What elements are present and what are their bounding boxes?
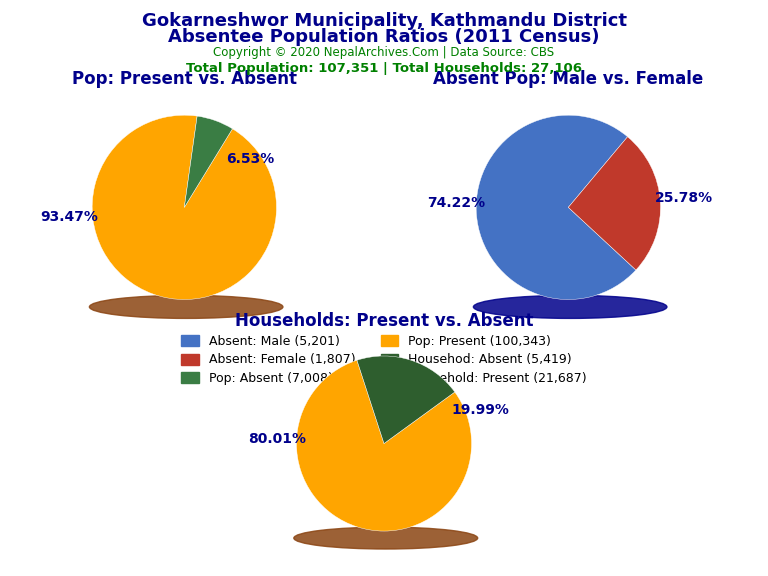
Title: Households: Present vs. Absent: Households: Present vs. Absent: [235, 312, 533, 329]
Text: 25.78%: 25.78%: [654, 191, 713, 205]
Text: 19.99%: 19.99%: [452, 403, 509, 417]
Text: 6.53%: 6.53%: [227, 153, 275, 166]
Legend: Absent: Male (5,201), Absent: Female (1,807), Pop: Absent (7,008), Pop: Present : Absent: Male (5,201), Absent: Female (1,…: [181, 335, 587, 385]
Text: 74.22%: 74.22%: [427, 196, 485, 210]
Title: Pop: Present vs. Absent: Pop: Present vs. Absent: [72, 70, 296, 88]
Title: Absent Pop: Male vs. Female: Absent Pop: Male vs. Female: [433, 70, 703, 88]
Wedge shape: [357, 356, 455, 444]
Wedge shape: [476, 115, 636, 300]
Text: 80.01%: 80.01%: [248, 432, 306, 446]
Wedge shape: [296, 360, 472, 531]
Text: Copyright © 2020 NepalArchives.Com | Data Source: CBS: Copyright © 2020 NepalArchives.Com | Dat…: [214, 46, 554, 59]
Ellipse shape: [473, 295, 667, 319]
Wedge shape: [568, 137, 660, 270]
Text: Absentee Population Ratios (2011 Census): Absentee Population Ratios (2011 Census): [168, 28, 600, 46]
Ellipse shape: [89, 295, 283, 319]
Text: 93.47%: 93.47%: [40, 210, 98, 223]
Ellipse shape: [294, 527, 478, 549]
Text: Total Population: 107,351 | Total Households: 27,106: Total Population: 107,351 | Total Househ…: [186, 62, 582, 75]
Wedge shape: [184, 116, 233, 207]
Wedge shape: [92, 115, 276, 300]
Text: Gokarneshwor Municipality, Kathmandu District: Gokarneshwor Municipality, Kathmandu Dis…: [141, 12, 627, 29]
